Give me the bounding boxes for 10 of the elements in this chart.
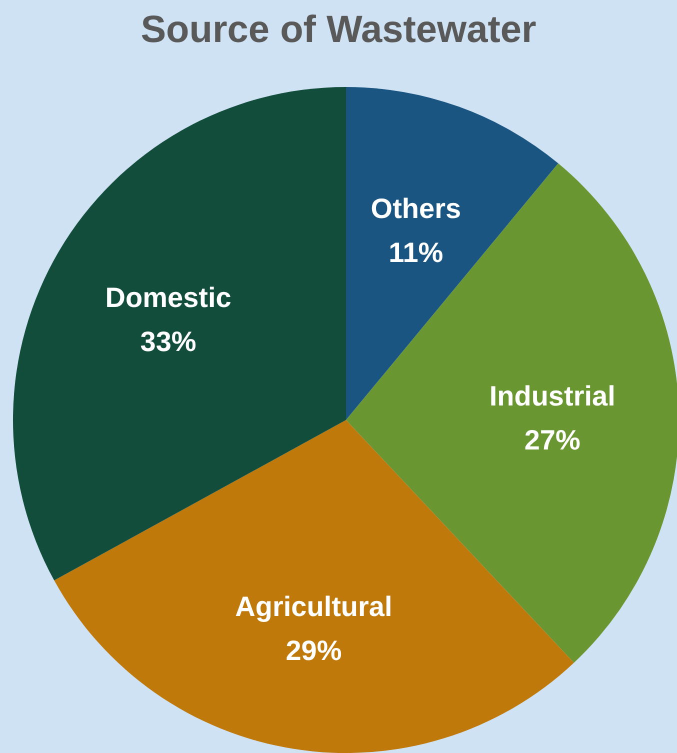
slice-label: Industrial xyxy=(489,380,616,412)
slice-label: Others xyxy=(370,192,462,224)
data-label: 27% xyxy=(524,424,580,456)
chart-title: Source of Wastewater xyxy=(140,9,536,51)
slice-label: Domestic xyxy=(105,282,232,313)
data-label: 33% xyxy=(140,326,196,357)
data-label: 29% xyxy=(286,634,342,666)
slice-label: Agricultural xyxy=(235,590,392,622)
pie-slice xyxy=(13,87,346,580)
data-label: 11% xyxy=(388,236,444,268)
